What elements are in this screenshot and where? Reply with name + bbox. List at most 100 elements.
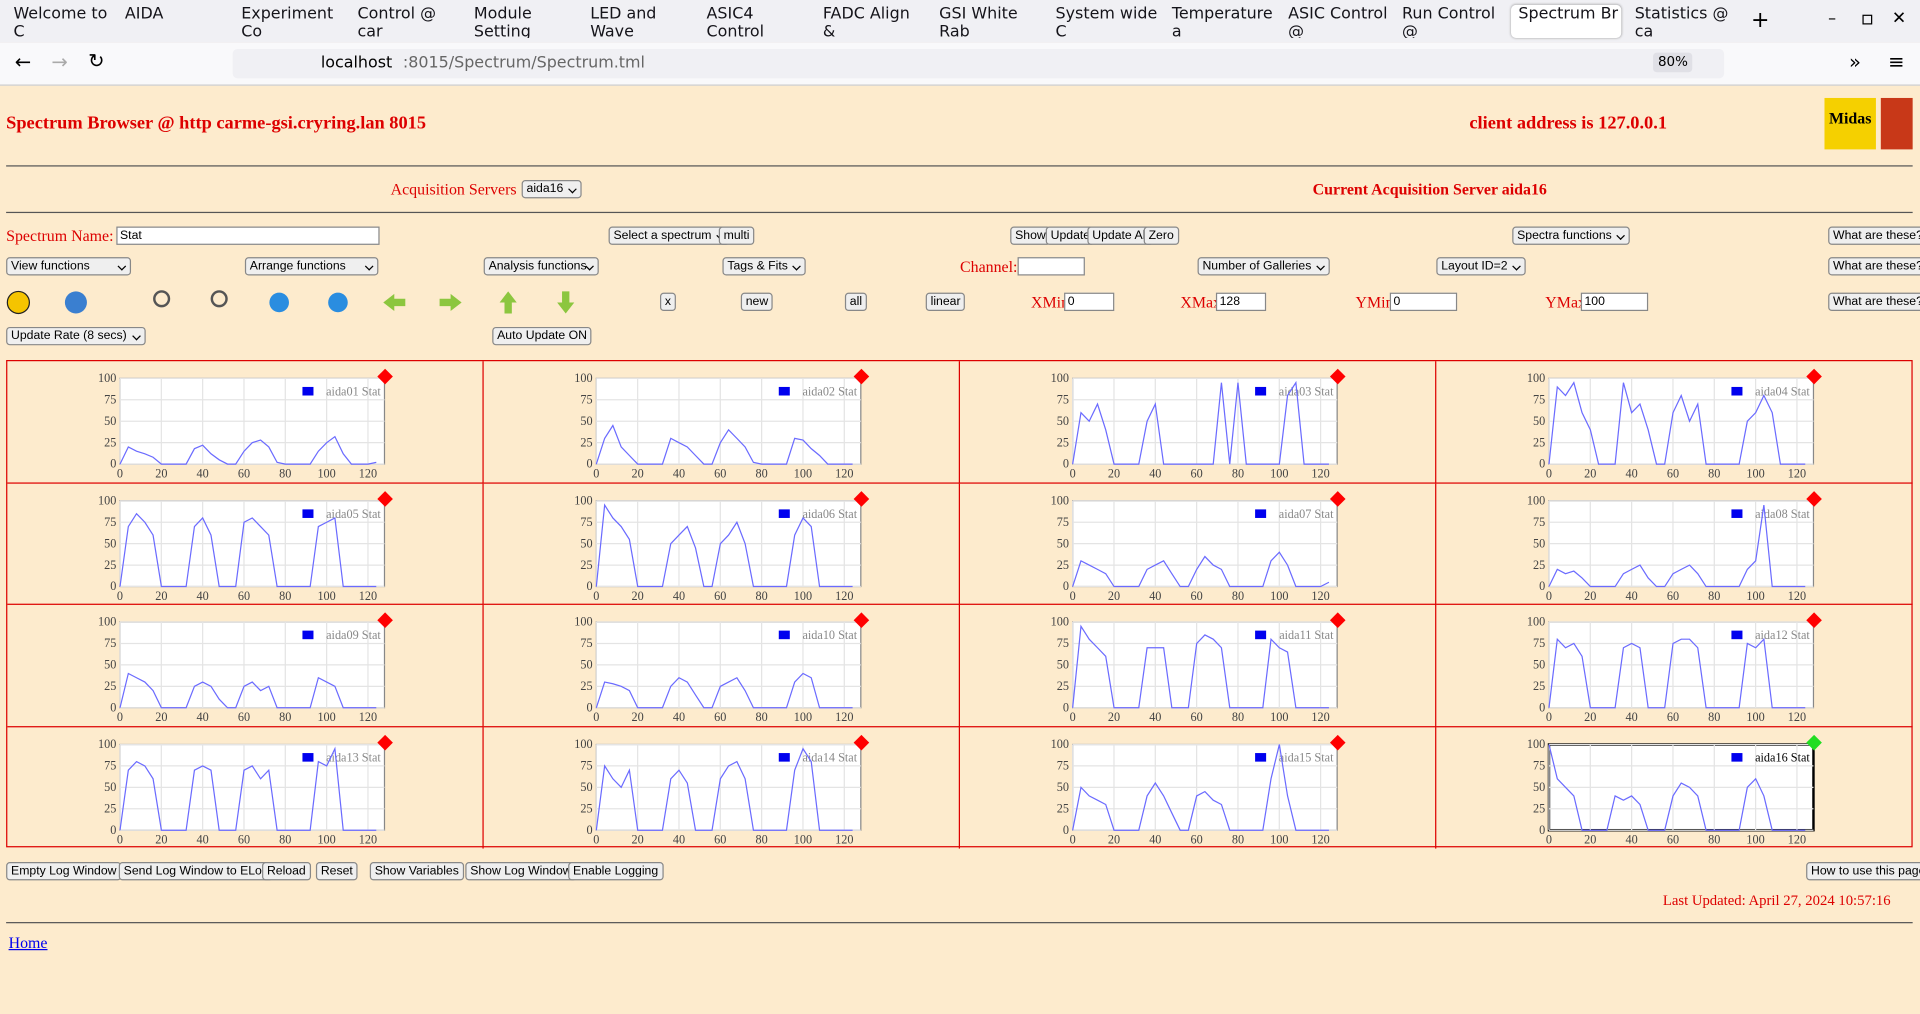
close[interactable]: ✕ [1891, 8, 1907, 29]
icon[interactable] [383, 293, 406, 312]
new-tab[interactable]: + [1751, 7, 1770, 34]
button[interactable]: Empty Log Window [6, 862, 122, 881]
icon[interactable] [328, 292, 348, 313]
legend-swatch [302, 630, 314, 640]
chart-cell: 0 25 50 75 100 0 20 40 60 80 100 120 aida13 Stat [7, 726, 484, 849]
chart-cell: 0 25 50 75 100 0 20 40 60 80 100 120 aida01 Stat [7, 361, 484, 484]
x-tick-label: 120 [1788, 832, 1806, 846]
channel[interactable] [1017, 257, 1085, 276]
url-bar[interactable]: localhost :8015/Spectrum/Spectrum.tml 80… [232, 48, 1725, 79]
button[interactable]: Show [1010, 226, 1051, 245]
overflow[interactable]: » [1848, 50, 1861, 74]
button[interactable]: Update All [1087, 226, 1153, 245]
back[interactable]: ← [14, 50, 32, 74]
y-tick-label: 0 [1063, 700, 1069, 714]
icon[interactable] [64, 291, 87, 314]
button[interactable]: What are these? [1828, 226, 1920, 245]
legend-swatch [302, 386, 314, 396]
chart-cell: 0 25 50 75 100 0 20 40 60 80 100 120 aida04 Stat [1436, 361, 1913, 484]
tab[interactable]: Run Control @ [1402, 4, 1496, 38]
x-tick-label: 80 [756, 832, 768, 846]
button[interactable]: Auto Update ON [492, 326, 592, 346]
button[interactable]: Update [1045, 226, 1095, 245]
button[interactable]: Show Log Window [465, 862, 577, 881]
tab[interactable]: Temperature a [1171, 4, 1273, 38]
status-indicator[interactable] [377, 490, 393, 507]
tab[interactable]: Welcome to C [13, 4, 108, 38]
x-tick-label: 120 [1788, 588, 1806, 602]
spectrum-name[interactable]: Stat [116, 226, 380, 245]
icon[interactable] [499, 291, 517, 314]
y-tick-label: 75 [1057, 636, 1069, 650]
y-tick-label: 50 [1057, 658, 1069, 672]
tab[interactable]: ASIC4 Control [706, 4, 765, 38]
icon[interactable] [153, 290, 171, 308]
y-tick-label: 0 [1063, 822, 1069, 836]
server-select[interactable]: aida16 [521, 180, 582, 199]
button[interactable]: all [844, 292, 867, 312]
button[interactable]: multi [718, 226, 755, 245]
button[interactable]: linear [925, 292, 966, 312]
x-tick-label: 60 [714, 832, 726, 846]
zoom[interactable]: 80% [1653, 52, 1693, 73]
forward[interactable]: → [51, 50, 68, 74]
analysis-functions[interactable]: Analysis functions [483, 257, 599, 276]
tab[interactable]: LED and Wave [590, 4, 657, 38]
tab[interactable]: GSI White Rab [939, 4, 1018, 38]
button[interactable]: Send Log Window to ELog [118, 862, 274, 881]
button[interactable]: new [740, 292, 774, 312]
tab[interactable]: System wide C [1055, 4, 1158, 38]
icon[interactable] [439, 293, 462, 312]
spectra-functions[interactable]: Spectra functions [1512, 226, 1631, 245]
xmax[interactable]: 128 [1215, 292, 1267, 312]
home-link[interactable]: Home [8, 933, 48, 952]
button[interactable]: How to use this page [1806, 862, 1920, 881]
button[interactable]: What are these? [1828, 257, 1920, 276]
legend-swatch [778, 630, 790, 640]
x-tick-label: 100 [794, 710, 812, 724]
x-tick-label: 0 [117, 588, 123, 602]
tab[interactable]: ASIC Control @ [1288, 4, 1388, 38]
button[interactable]: Reset [315, 862, 358, 881]
select-spectrum[interactable]: Select a spectrum [608, 226, 730, 245]
ymax[interactable]: 100 [1580, 292, 1649, 312]
maximize[interactable] [1862, 14, 1873, 25]
tab[interactable]: Experiment Co [241, 4, 334, 38]
tab[interactable]: AIDA [124, 4, 164, 24]
button[interactable]: Show Variables [369, 862, 464, 881]
update-rate[interactable]: Update Rate (8 secs) [6, 326, 146, 346]
icon[interactable] [269, 292, 289, 313]
layout[interactable]: Layout ID=2 [1436, 257, 1526, 276]
button[interactable]: What are these? [1828, 292, 1920, 312]
button[interactable]: Zero [1143, 226, 1179, 245]
tab[interactable]: FADC Align & [822, 4, 910, 38]
icon[interactable] [210, 290, 228, 308]
legend-swatch [1255, 630, 1267, 640]
midas-logo: Midas [1824, 97, 1876, 150]
tab[interactable]: Spectrum Br [1511, 4, 1622, 38]
menu[interactable]: ≡ [1888, 50, 1905, 74]
x-tick-label: 60 [714, 710, 726, 724]
tab[interactable]: Statistics @ ca [1634, 4, 1729, 38]
galleries[interactable]: Number of Galleries [1197, 257, 1330, 276]
x-tick-label: 60 [714, 588, 726, 602]
x-tick-label: 80 [1232, 467, 1244, 481]
view-functions[interactable]: View functions [6, 257, 132, 276]
button[interactable]: Reload [262, 862, 311, 881]
icon[interactable] [557, 291, 575, 314]
xmin[interactable]: 0 [1064, 292, 1115, 312]
ymin[interactable]: 0 [1389, 292, 1458, 312]
tags-fits[interactable]: Tags & Fits [722, 257, 807, 276]
button[interactable]: x [660, 292, 676, 312]
button[interactable]: Enable Logging [568, 862, 664, 881]
y-tick-label: 0 [1063, 457, 1069, 471]
icon[interactable] [6, 290, 31, 315]
y-tick-label: 75 [104, 758, 116, 772]
status-indicator[interactable] [377, 368, 393, 385]
arrange-functions[interactable]: Arrange functions [244, 257, 379, 276]
tab[interactable]: Control @ car [357, 4, 437, 38]
tab[interactable]: Module Setting [473, 4, 532, 38]
reload[interactable]: ↻ [88, 48, 105, 73]
minimize[interactable]: – [1828, 9, 1837, 29]
